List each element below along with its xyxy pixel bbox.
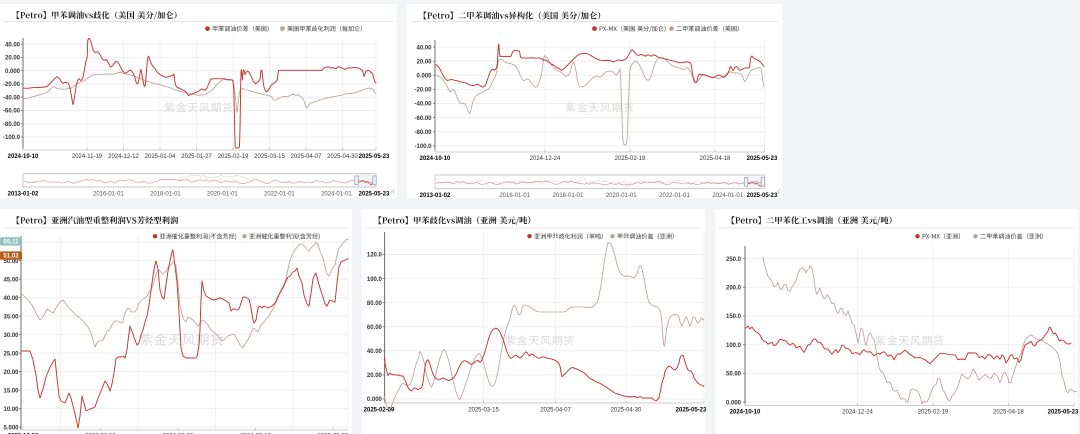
svg-text:-40.00: -40.00 [414,102,432,108]
svg-text:2025-04-30: 2025-04-30 [327,154,358,160]
svg-text:2020-01-01: 2020-01-01 [207,192,238,198]
svg-text:2025-01-27: 2025-01-27 [181,154,212,160]
svg-text:2016-01-01: 2016-01-01 [93,192,124,198]
svg-text:2020-01-01: 2020-01-01 [606,193,637,199]
svg-text:40.00: 40.00 [5,42,21,48]
svg-text:-100.0: -100.0 [3,135,21,141]
svg-text:2025-02-19: 2025-02-19 [918,409,949,415]
svg-text:-80.00: -80.00 [3,122,21,128]
svg-text:2024-11-19: 2024-11-19 [72,154,103,160]
svg-text:2025-05-23: 2025-05-23 [359,154,390,160]
svg-text:2025-02-09: 2025-02-09 [364,407,395,413]
svg-text:2025-01-04: 2025-01-04 [145,154,176,160]
svg-text:2025-05-23: 2025-05-23 [676,407,707,413]
svg-text:2024-01-01: 2024-01-01 [321,192,352,198]
svg-text:50.00: 50.00 [3,259,19,265]
svg-text:45.00: 45.00 [3,277,19,283]
svg-text:2025-05-23: 2025-05-23 [1048,409,1079,415]
svg-text:2025-03-15: 2025-03-15 [468,407,499,413]
svg-text:250.0: 250.0 [726,257,742,263]
svg-text:2025-04-30: 2025-04-30 [611,407,642,413]
svg-text:-20.00: -20.00 [3,82,21,88]
svg-text:50.00: 50.00 [726,372,742,378]
svg-text:20.00: 20.00 [367,373,383,379]
svg-text:2024-01-01: 2024-01-01 [712,193,743,199]
svg-text:150.0: 150.0 [726,314,742,320]
svg-text:-60.00: -60.00 [3,109,21,115]
svg-text:2025-05-23: 2025-05-23 [747,193,778,199]
svg-text:100.0: 100.0 [367,277,383,283]
svg-text:2025-05-23: 2025-05-23 [359,192,390,198]
svg-text:-60.00: -60.00 [414,116,432,122]
svg-text:51.02: 51.02 [3,253,19,260]
svg-text:20.00: 20.00 [5,56,21,62]
svg-text:-80.00: -80.00 [414,130,432,136]
svg-text:2024-10-10: 2024-10-10 [420,156,451,162]
svg-text:2016-01-01: 2016-01-01 [499,193,530,199]
svg-text:30.00: 30.00 [3,333,19,339]
svg-text:2024-10-10: 2024-10-10 [8,154,39,160]
svg-text:25.00: 25.00 [3,351,19,357]
svg-text:-40.00: -40.00 [3,95,21,101]
svg-text:2025-04-07: 2025-04-07 [291,154,322,160]
svg-text:2025-04-18: 2025-04-18 [993,409,1024,415]
svg-text:15.00: 15.00 [3,388,19,394]
svg-text:2025-02-19: 2025-02-19 [218,154,249,160]
svg-text:0.000: 0.000 [367,397,383,403]
svg-text:-20.00: -20.00 [414,88,432,94]
svg-text:2018-01-01: 2018-01-01 [553,193,584,199]
svg-text:55.11: 55.11 [3,239,19,246]
svg-text:80.00: 80.00 [367,301,383,307]
svg-text:40.00: 40.00 [416,45,432,51]
svg-text:120.0: 120.0 [367,253,383,259]
svg-text:2025-02-19: 2025-02-19 [615,156,646,162]
svg-text:0.000: 0.000 [726,400,742,406]
svg-text:40.00: 40.00 [3,296,19,302]
svg-text:20.00: 20.00 [416,59,432,65]
svg-text:2022-01-01: 2022-01-01 [659,193,690,199]
svg-text:2025-05-23: 2025-05-23 [747,156,778,162]
svg-text:2025-04-07: 2025-04-07 [540,407,571,413]
svg-text:200.0: 200.0 [726,286,742,292]
svg-text:2013-01-02: 2013-01-02 [420,193,451,199]
svg-text:0.000: 0.000 [5,69,21,75]
svg-text:2018-01-01: 2018-01-01 [150,192,181,198]
svg-text:35.00: 35.00 [3,314,19,320]
svg-text:10.00: 10.00 [3,407,19,413]
svg-text:5.000: 5.000 [3,425,19,431]
svg-text:2013-01-02: 2013-01-02 [8,192,39,198]
svg-text:2025-04-18: 2025-04-18 [700,156,731,162]
svg-text:2024-10-10: 2024-10-10 [730,409,761,415]
svg-text:40.00: 40.00 [367,349,383,355]
svg-text:2024-12-24: 2024-12-24 [530,156,561,162]
svg-text:2024-12-12: 2024-12-12 [108,154,139,160]
svg-text:100.0: 100.0 [726,343,742,349]
svg-text:0.000: 0.000 [416,74,432,80]
svg-text:2024-12-24: 2024-12-24 [842,409,873,415]
svg-text:2022-01-01: 2022-01-01 [264,192,295,198]
svg-text:20.00: 20.00 [3,370,19,376]
svg-text:2025-03-15: 2025-03-15 [254,154,285,160]
svg-text:60.00: 60.00 [367,325,383,331]
svg-text:-100.0: -100.0 [414,144,432,150]
